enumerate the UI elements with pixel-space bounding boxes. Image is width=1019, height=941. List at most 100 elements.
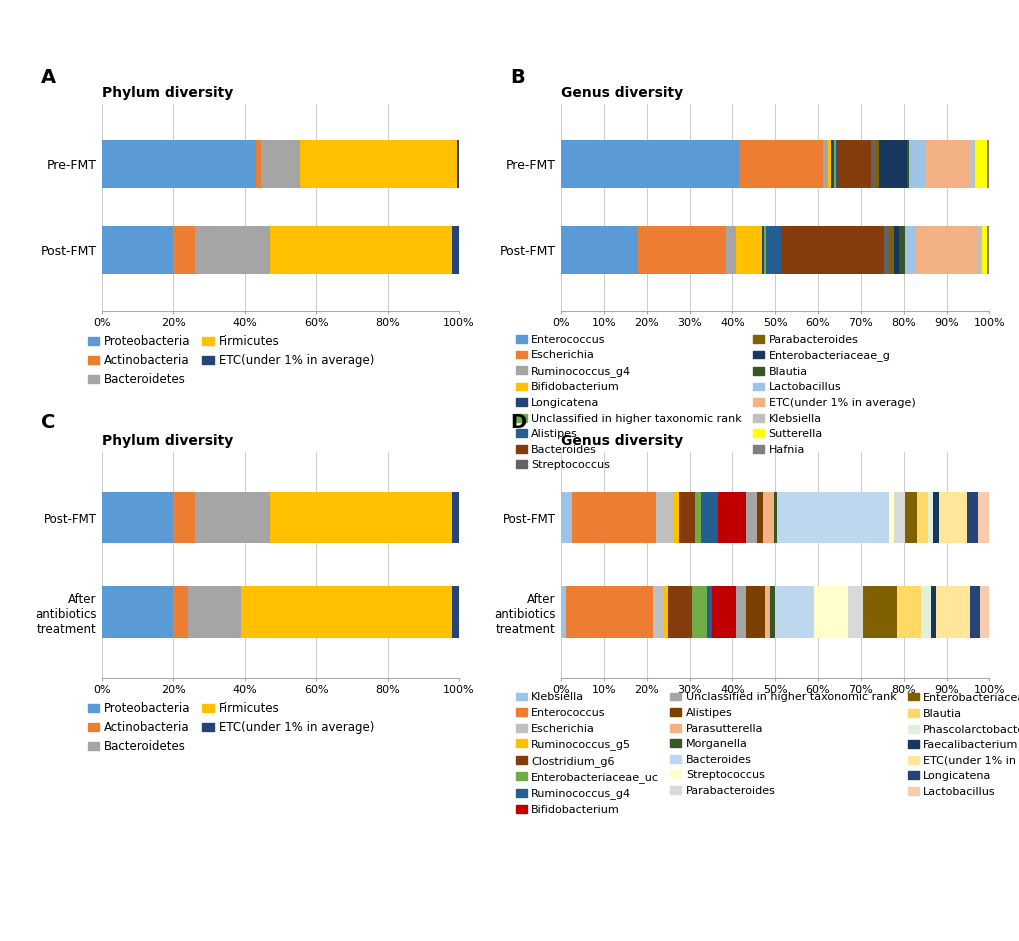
Bar xyxy=(966,491,977,544)
Bar xyxy=(763,227,765,274)
Bar xyxy=(255,140,261,187)
Bar xyxy=(985,227,988,274)
Bar xyxy=(894,227,899,274)
Bar xyxy=(451,585,459,638)
Bar xyxy=(974,140,985,187)
Bar xyxy=(870,140,875,187)
Bar xyxy=(835,140,837,187)
Bar xyxy=(667,585,692,638)
Text: Genus diversity: Genus diversity xyxy=(560,86,683,100)
Bar xyxy=(875,140,878,187)
Bar xyxy=(908,140,924,187)
Bar xyxy=(195,227,269,274)
Bar xyxy=(300,140,457,187)
Bar xyxy=(975,227,980,274)
Bar xyxy=(187,585,242,638)
Bar xyxy=(938,491,966,544)
Legend: Enterococcus, Escherichia, Ruminococcus_g4, Bifidobacterium, Longicatena, Unclas: Enterococcus, Escherichia, Ruminococcus_… xyxy=(515,335,914,470)
Bar xyxy=(813,585,848,638)
Bar xyxy=(977,491,988,544)
Bar xyxy=(711,585,736,638)
Bar xyxy=(560,491,572,544)
Bar xyxy=(173,585,187,638)
Bar xyxy=(653,585,662,638)
Bar xyxy=(899,227,904,274)
Bar xyxy=(102,585,173,638)
Bar xyxy=(930,585,935,638)
Bar xyxy=(678,491,695,544)
Bar xyxy=(774,585,813,638)
Bar xyxy=(662,585,667,638)
Bar xyxy=(745,491,756,544)
Bar xyxy=(969,140,974,187)
Bar xyxy=(173,227,195,274)
Bar xyxy=(736,585,745,638)
Bar xyxy=(195,491,269,544)
Bar xyxy=(692,585,706,638)
Bar xyxy=(769,585,774,638)
Bar xyxy=(695,491,700,544)
Text: B: B xyxy=(510,68,524,87)
Bar xyxy=(102,491,173,544)
Bar xyxy=(906,140,908,187)
Bar xyxy=(764,585,769,638)
Text: C: C xyxy=(41,413,55,432)
Bar xyxy=(242,585,451,638)
Bar xyxy=(700,491,717,544)
Bar xyxy=(837,140,870,187)
Bar xyxy=(765,227,781,274)
Bar xyxy=(451,491,459,544)
Bar xyxy=(739,140,822,187)
Bar xyxy=(896,585,920,638)
Bar xyxy=(905,491,916,544)
Bar xyxy=(827,140,830,187)
Bar xyxy=(878,140,906,187)
Bar xyxy=(980,227,985,274)
Text: Phylum diversity: Phylum diversity xyxy=(102,86,233,100)
Bar xyxy=(920,585,930,638)
Bar xyxy=(735,227,761,274)
Bar xyxy=(773,491,775,544)
Bar xyxy=(706,585,711,638)
Bar xyxy=(745,585,764,638)
Bar xyxy=(924,140,969,187)
Bar xyxy=(914,227,975,274)
Legend: Proteobacteria, Actinobacteria, Bacteroidetes, Firmicutes, ETC(under 1% in avera: Proteobacteria, Actinobacteria, Bacteroi… xyxy=(88,702,374,753)
Bar xyxy=(985,140,988,187)
Bar xyxy=(978,585,988,638)
Bar xyxy=(916,491,927,544)
Bar xyxy=(932,491,938,544)
Bar xyxy=(572,491,655,544)
Bar xyxy=(935,585,969,638)
Bar xyxy=(269,491,451,544)
Bar xyxy=(560,140,739,187)
Bar xyxy=(894,491,905,544)
Bar xyxy=(834,140,835,187)
Bar xyxy=(566,585,653,638)
Bar xyxy=(969,585,978,638)
Bar xyxy=(655,491,673,544)
Legend: Proteobacteria, Actinobacteria, Bacteroidetes, Firmicutes, ETC(under 1% in avera: Proteobacteria, Actinobacteria, Bacteroi… xyxy=(88,335,374,386)
Bar xyxy=(638,227,725,274)
Bar xyxy=(717,491,745,544)
Text: Genus diversity: Genus diversity xyxy=(560,434,683,448)
Bar xyxy=(862,585,896,638)
Bar xyxy=(173,491,195,544)
Bar xyxy=(848,585,862,638)
Bar xyxy=(451,227,459,274)
Bar xyxy=(927,491,932,544)
Bar xyxy=(883,227,889,274)
Bar xyxy=(761,227,763,274)
Bar xyxy=(756,491,762,544)
Text: Phylum diversity: Phylum diversity xyxy=(102,434,233,448)
Bar xyxy=(781,227,883,274)
Bar xyxy=(725,227,735,274)
Bar xyxy=(560,585,566,638)
Bar xyxy=(457,140,459,187)
Bar xyxy=(673,491,678,544)
Bar xyxy=(762,491,773,544)
Bar xyxy=(830,140,834,187)
Bar xyxy=(269,227,451,274)
Bar xyxy=(888,491,894,544)
Text: A: A xyxy=(41,68,56,87)
